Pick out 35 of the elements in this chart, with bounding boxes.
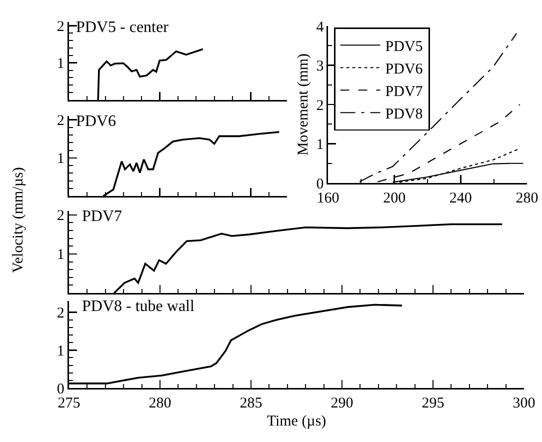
x-tick-label: 160 <box>316 190 340 206</box>
x-tick-label: 275 <box>58 396 80 412</box>
x-tick-label: 290 <box>330 396 354 412</box>
legend-label: PDV5 <box>385 38 423 55</box>
y-tick-label: 1 <box>316 137 324 153</box>
chart-title: PDV6 <box>76 113 116 130</box>
chart-title: PDV5 - center <box>76 19 170 36</box>
y-tick-label: 1 <box>56 56 64 72</box>
y-tick-label: 3 <box>316 58 324 74</box>
y-axis-title: Movement (mm) <box>296 53 312 156</box>
x-tick-label: 200 <box>383 190 406 206</box>
y-tick-label: 1 <box>56 247 64 264</box>
y-tick-label: 1 <box>56 151 64 168</box>
x-tick-label: 280 <box>148 396 172 412</box>
x-tick-label: 295 <box>422 396 444 412</box>
x-tick-label: 285 <box>240 396 262 412</box>
y-tick-label: 1 <box>56 343 64 360</box>
x-tick-label: 300 <box>512 396 536 412</box>
legend-label: PDV6 <box>385 61 424 78</box>
x-tick-label: 240 <box>449 190 472 206</box>
y-tick-label: 2 <box>56 208 64 224</box>
legend-label: PDV8 <box>385 106 423 122</box>
x-axis-title: Time (µs) <box>266 413 326 430</box>
y-tick-label: 2 <box>56 18 64 35</box>
x-tick-label: 280 <box>516 190 538 206</box>
chart-title: PDV7 <box>82 208 122 225</box>
y-tick-label: 2 <box>56 113 64 130</box>
y-axis-title: Velocity (mm/µs) <box>10 167 28 273</box>
chart-title: PDV8 - tube wall <box>82 298 195 315</box>
y-tick-label: 2 <box>316 98 324 114</box>
y-tick-label: 0 <box>316 176 324 192</box>
y-tick-label: 0 <box>56 381 64 398</box>
y-tick-label: 2 <box>56 306 64 322</box>
y-tick-label: 4 <box>316 19 324 36</box>
legend-label: PDV7 <box>385 84 424 100</box>
